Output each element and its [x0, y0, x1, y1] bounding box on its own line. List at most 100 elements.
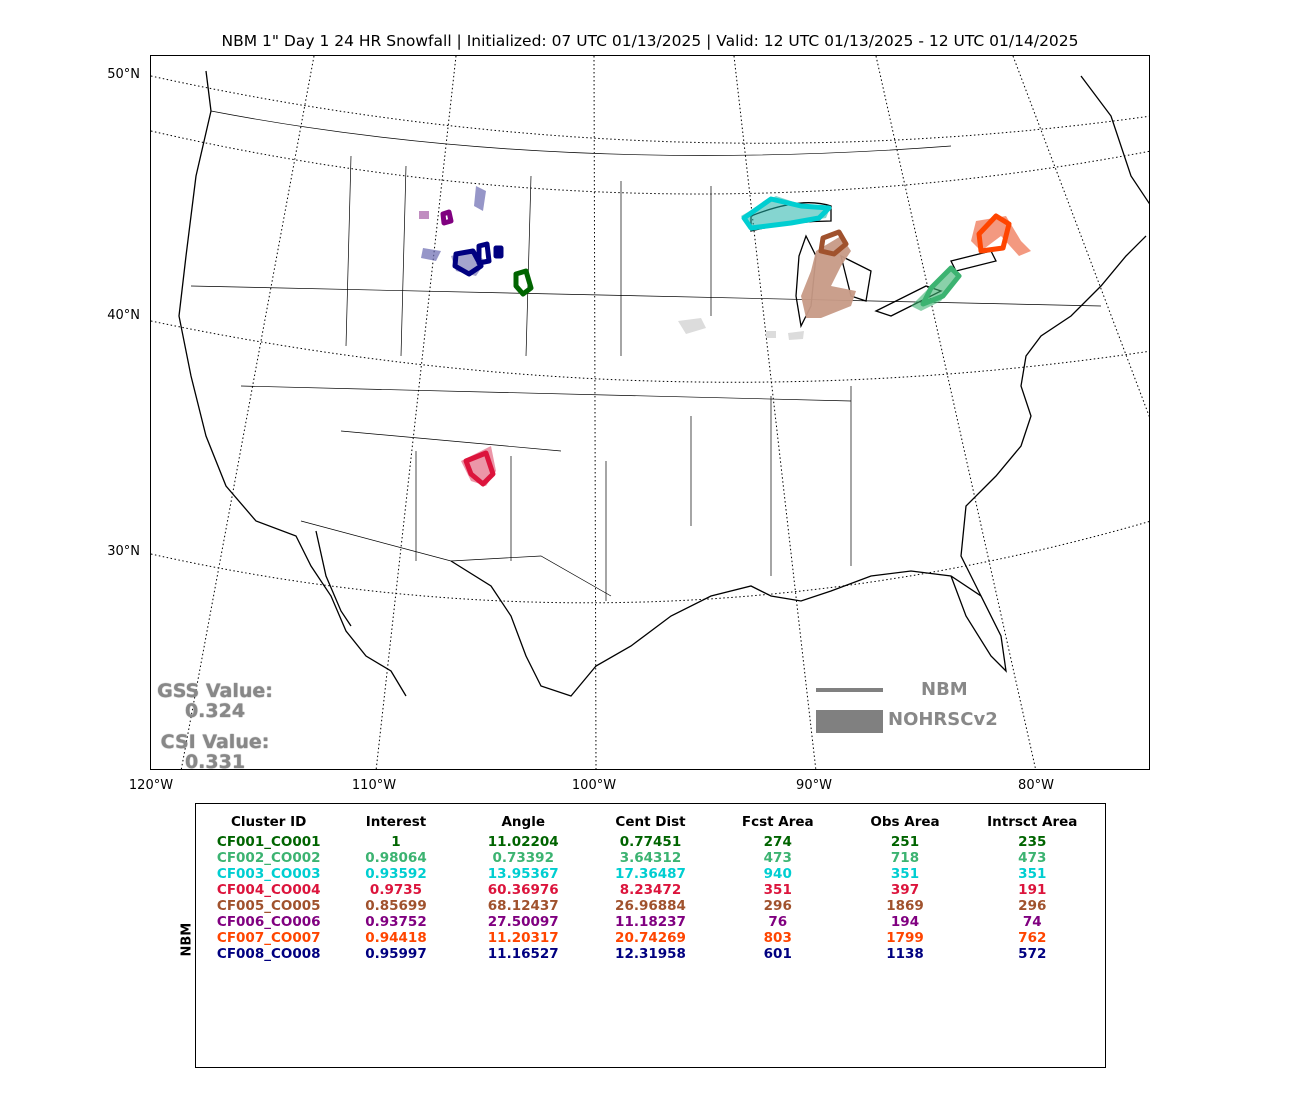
- table-cell: 0.85699: [365, 898, 427, 914]
- csi-value: 0.331: [184, 751, 246, 770]
- table-cell: 351: [890, 866, 920, 882]
- table-cell: 27.50097: [487, 914, 559, 930]
- table-cell: 803: [763, 930, 792, 946]
- table-cell: 8.23472: [619, 882, 682, 898]
- lon-80-line: [1012, 56, 1149, 418]
- col-header-cent-dist: Cent Dist: [615, 814, 686, 830]
- table-cell: 601: [763, 946, 792, 962]
- table-cell: 68.12437: [487, 898, 559, 914]
- table-row: CF004_CO004 0.9735 60.36976 8.23472 351 397 19…: [196, 882, 1105, 898]
- table-cell: 397: [890, 882, 920, 898]
- observed-clusters: [419, 186, 1031, 486]
- map-title: NBM 1" Day 1 24 HR Snowfall | Initialize…: [221, 32, 1079, 50]
- graticule: [151, 56, 1149, 769]
- table-cell: 718: [890, 850, 920, 866]
- state-lines-south: [415, 386, 852, 601]
- legend-marks: [816, 688, 883, 733]
- cluster-stats-table: Cluster ID Interest Angle Cent Dist Fcst…: [195, 803, 1106, 1068]
- table-cell: 0.93752: [365, 914, 427, 930]
- table-cell: 11.18237: [615, 914, 686, 930]
- lat-label-30: 30°N: [107, 544, 140, 559]
- lon-label-90: 90°W: [796, 778, 832, 793]
- lat-50-line: [151, 75, 1149, 144]
- table-cell: 20.74269: [615, 930, 686, 946]
- table-cell: 76: [768, 914, 788, 930]
- lat-label-40: 40°N: [107, 308, 140, 323]
- table-cell: 11.02204: [487, 834, 559, 850]
- legend-fill-swatch: [816, 710, 883, 733]
- obs-cluster-illinois-b: [788, 331, 804, 340]
- lat-45-line: [151, 130, 1149, 195]
- obs-cluster-iowa: [678, 318, 706, 334]
- col-header-intrsct-area: Intrsct Area: [987, 814, 1078, 830]
- state-lines-middle: [190, 285, 1102, 452]
- table-cell: 26.96884: [615, 898, 686, 914]
- fcst-cluster-cf001: [513, 268, 534, 297]
- atlantic-canada-coast: [1080, 75, 1149, 205]
- lake-ontario: [950, 250, 997, 272]
- table-cell: CF001_CO001: [216, 834, 321, 850]
- lon-label-80: 80°W: [1018, 778, 1054, 793]
- lat-40-line: [151, 320, 1149, 383]
- us-canada-border: [210, 110, 952, 156]
- table-row: CF008_CO008 0.95997 11.16527 12.31958 601 113…: [196, 946, 1105, 962]
- table-cell: 1: [391, 834, 401, 850]
- table-cell: 274: [763, 834, 792, 850]
- fcst-cluster-cf005: [818, 229, 849, 257]
- table-cell: 296: [1018, 898, 1047, 914]
- table-cell: 12.31958: [615, 946, 686, 962]
- table-cell: 473: [763, 850, 792, 866]
- lon-100-line: [593, 56, 597, 769]
- lat-30-line: [151, 521, 1149, 604]
- stats-table: Cluster ID Interest Angle Cent Dist Fcst…: [196, 814, 1105, 962]
- obs-cluster-west: [421, 248, 441, 261]
- csi-label: CSI Value:: [160, 731, 270, 753]
- table-cell: 0.94418: [365, 930, 427, 946]
- lat-label-50: 50°N: [107, 67, 140, 82]
- table-cell: 251: [890, 834, 920, 850]
- gulf-coast: [450, 560, 1007, 697]
- table-cell: 351: [763, 882, 792, 898]
- lon-label-100: 100°W: [571, 778, 617, 793]
- fcst-cluster-cf008c: [493, 245, 504, 259]
- table-cell: CF006_CO006: [216, 914, 321, 930]
- table-row: CF002_CO002 0.98064 0.73392 3.64312 473 718 47…: [196, 850, 1105, 866]
- fcst-cluster-cf003: [741, 196, 832, 231]
- table-cell: CF003_CO003: [216, 866, 321, 882]
- table-cell: CF002_CO002: [216, 850, 321, 866]
- table-cell: 1799: [886, 930, 924, 946]
- obs-cluster-north: [474, 186, 486, 211]
- table-cell: 572: [1018, 946, 1047, 962]
- baja-peninsula: [315, 530, 352, 627]
- table-row: CF001_CO001 1 11.02204 0.77451 274 251 235: [196, 834, 1105, 850]
- table-cell: 296: [763, 898, 792, 914]
- lon-85-line: [875, 56, 1037, 769]
- fcst-cluster-cf006: [440, 209, 454, 226]
- table-cell: 60.36976: [487, 882, 559, 898]
- obs-cluster-cf005: [801, 236, 856, 318]
- snowfall-map: GSS Value: 0.324 CSI Value: 0.331 NBM NO…: [150, 55, 1150, 770]
- table-cell: CF008_CO008: [216, 946, 321, 962]
- gss-value: 0.324: [184, 700, 246, 722]
- fcst-cluster-cf007: [976, 213, 1012, 254]
- table-row: CF006_CO006 0.93752 27.50097 11.18237 76 194 7…: [196, 914, 1105, 930]
- fcst-cluster-cf004: [463, 450, 496, 487]
- table-cell: 74: [1022, 914, 1042, 930]
- table-cell: 473: [1018, 850, 1047, 866]
- table-cell: 11.16527: [487, 946, 559, 962]
- us-mexico-border: [300, 520, 612, 597]
- table-cell: CF007_CO007: [216, 930, 321, 946]
- col-header-cluster-id: Cluster ID: [231, 814, 307, 830]
- table-cell: 0.98064: [365, 850, 427, 866]
- col-header-angle: Angle: [501, 814, 545, 830]
- table-cell: 0.73392: [492, 850, 554, 866]
- table-row: CF003_CO003 0.93592 13.95367 17.36487 940 351…: [196, 866, 1105, 882]
- table-row: CF005_CO005 0.85699 68.12437 26.96884 296 186…: [196, 898, 1105, 914]
- state-lines-north: [345, 155, 712, 357]
- table-cell: 940: [763, 866, 792, 882]
- table-cell: CF005_CO005: [216, 898, 321, 914]
- table-cell: 1869: [886, 898, 924, 914]
- table-cell: 11.20317: [487, 930, 559, 946]
- fcst-cluster-cf002: [920, 265, 962, 307]
- east-coast: [960, 235, 1147, 597]
